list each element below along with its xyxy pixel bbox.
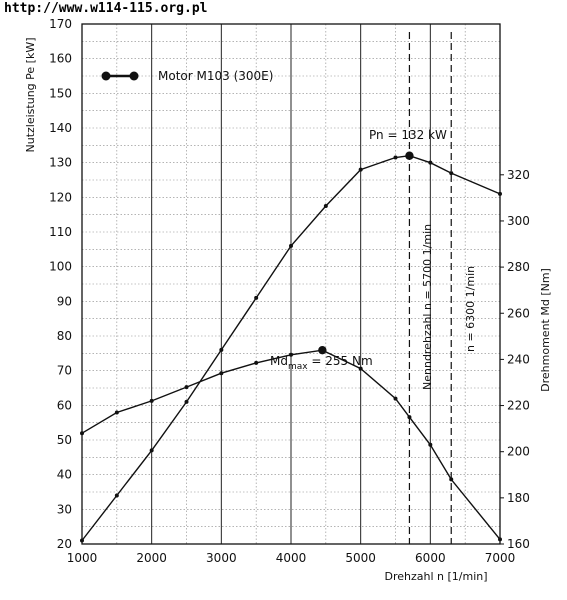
left-tick-label: 60 [57,398,72,412]
left-axis-ticks: 20 30 40 50 60 70 80 90 100 110 120 130 140 150 160 170 [49,17,72,551]
right-tick-label: 320 [507,168,530,182]
data-point-left [149,448,154,453]
annotation-md-max: Mdmax = 255 Nm [270,354,373,372]
left-tick-label: 150 [49,86,72,100]
x-tick-label: 2000 [136,551,167,565]
data-point-left [219,347,224,352]
left-tick-label: 30 [57,502,72,516]
right-tick-label: 180 [507,491,530,505]
right-tick-label: 240 [507,352,530,366]
left-tick-label: 130 [49,156,72,170]
reference-lines [408,32,452,544]
left-tick-label: 100 [49,260,72,274]
right-tick-label: 280 [507,260,530,274]
data-point-right [219,371,224,376]
right-tick-label: 160 [507,537,530,551]
data-point-left [498,191,502,196]
annotation-max-rpm: n = 6300 1/min [464,266,477,352]
data-point-right [498,537,502,542]
data-point-left [80,538,84,543]
legend-marker-right [129,71,139,81]
right-tick-label: 220 [507,399,530,413]
left-tick-label: 20 [57,537,72,551]
peak-torque-marker [318,345,327,355]
data-point-right [358,366,363,371]
data-point-left [184,399,189,404]
data-point-right [393,396,398,401]
left-tick-label: 50 [57,433,72,447]
series-line-left [81,154,501,541]
data-point-right [184,385,189,390]
x-tick-label: 7000 [485,551,516,565]
right-tick-label: 300 [507,214,530,228]
data-point-left [323,204,328,208]
series-line-right [81,349,501,540]
md-prefix: Md [270,354,288,368]
y-left-axis-label: Nutzleistung Pe [kW] [24,38,37,153]
left-tick-label: 80 [57,329,72,343]
data-point-left [449,171,454,176]
x-tick-label: 1000 [67,551,98,565]
left-tick-label: 120 [49,190,72,204]
data-point-right [289,352,293,357]
grid-major [151,24,431,544]
data-point-left [289,243,293,248]
data-point-right [449,477,454,482]
left-tick-label: 110 [49,225,72,239]
right-tick-label: 200 [507,445,530,459]
md-subscript: max [288,362,308,372]
y-right-axis-label: Drehmoment Md [Nm] [539,268,552,392]
x-axis-label: Drehzahl n [1/min] [384,570,487,583]
x-tick-label: 4000 [276,551,307,565]
x-axis-ticks: 1000 2000 3000 4000 5000 6000 7000 [67,551,516,565]
grid-minor [82,24,500,544]
md-suffix: = 255 Nm [308,354,373,368]
data-point-right [80,431,84,436]
left-tick-label: 90 [57,294,72,308]
data-point-left [114,493,119,498]
annotation-nenndrehzahl: Nenndrehzahl n = 5700 1/min [421,224,434,390]
legend: Motor M103 (300E) [101,69,273,83]
data-point-right [114,410,119,415]
left-tick-label: 160 [49,52,72,66]
left-tick-label: 40 [57,468,72,482]
x-tick-label: 3000 [206,551,237,565]
series-group [80,151,502,543]
left-tick-label: 140 [49,121,72,135]
peak-power-marker [405,151,414,160]
x-tick-label: 6000 [415,551,446,565]
data-point-right [149,398,154,403]
legend-marker-left [101,71,111,81]
data-point-left [393,155,398,160]
data-point-left [254,295,259,300]
data-point-right [407,415,412,420]
legend-label: Motor M103 (300E) [158,69,273,83]
left-tick-label: 70 [57,364,72,378]
annotation-pn: Pn = 132 kW [369,128,447,142]
data-point-left [358,167,363,172]
watermark-url: http://www.w114-115.org.pl [4,1,208,16]
data-point-right [428,442,433,447]
plot-frame [81,23,501,545]
right-tick-label: 260 [507,306,530,320]
data-point-left [428,160,433,165]
data-point-right [254,360,259,365]
left-tick-label: 170 [49,17,72,31]
right-axis-ticks: 160 180 200 220 240 260 280 300 320 [500,168,530,551]
x-tick-label: 5000 [345,551,376,565]
